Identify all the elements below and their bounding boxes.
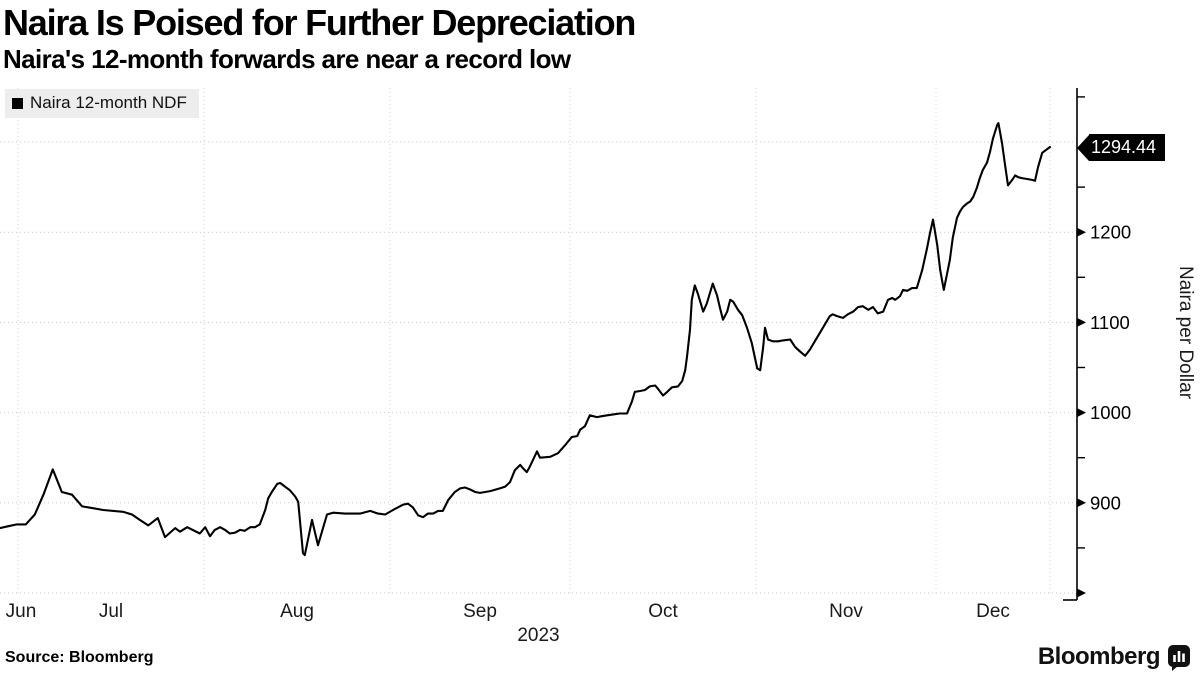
y-tick-arrow-900	[1077, 498, 1086, 508]
value-label-arrow-icon	[1077, 134, 1089, 161]
x-tick-label-aug: Aug	[280, 601, 314, 622]
x-axis-year-label: 2023	[517, 625, 559, 646]
chart-subtitle: Naira's 12-month forwards are near a rec…	[3, 44, 571, 74]
y-tick-label-900: 900	[1090, 492, 1121, 513]
x-tick-label-nov: Nov	[829, 601, 863, 622]
value-label-text: 1294.44	[1089, 134, 1166, 161]
x-tick-label-oct: Oct	[648, 601, 678, 622]
y-axis-title: Naira per Dollar	[1175, 266, 1196, 400]
bloomberg-branding: Bloomberg	[1038, 643, 1192, 671]
y-tick-label-1000: 1000	[1090, 402, 1131, 423]
y-tick-label-1100: 1100	[1090, 312, 1130, 333]
y-tick-arrow-1000	[1077, 408, 1086, 418]
bloomberg-bars-bubble-icon	[1168, 644, 1190, 671]
bloomberg-wordmark: Bloomberg	[1037, 643, 1161, 670]
x-tick-label-jul: Jul	[99, 601, 123, 622]
legend: Naira 12-month NDF	[5, 89, 199, 118]
ndf-series-line	[0, 122, 1052, 557]
current-value-label: 1294.44	[1077, 134, 1166, 161]
chart-title: Naira Is Poised for Further Depreciation	[3, 2, 636, 43]
source-credit: Source: Bloomberg	[5, 649, 154, 666]
x-tick-label-sep: Sep	[463, 601, 497, 622]
x-tick-label-dec: Dec	[976, 601, 1010, 622]
x-tick-label-jun: Jun	[6, 601, 37, 622]
legend-label: Naira 12-month NDF	[30, 93, 187, 112]
y-tick-arrow-1200	[1077, 227, 1086, 237]
y-tick-label-1200: 1200	[1090, 222, 1131, 243]
y-tick-arrow-1100	[1077, 317, 1086, 327]
y-tick-arrow-800	[1077, 588, 1086, 598]
legend-swatch-icon	[12, 97, 23, 109]
